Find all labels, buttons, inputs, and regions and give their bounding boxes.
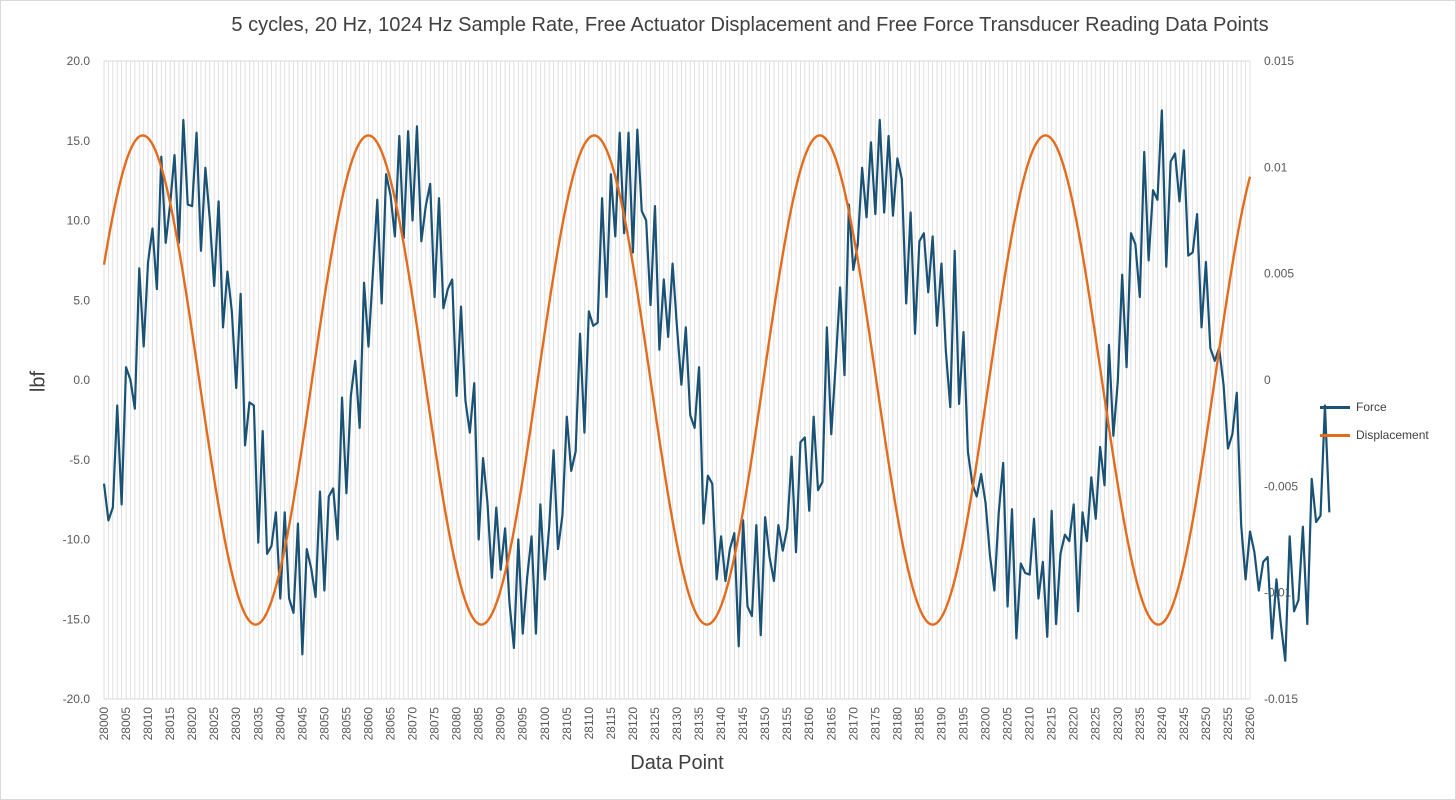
x-tick-label: 28015 [163,707,177,741]
x-tick-label: 28165 [824,707,838,741]
legend-item-displacement: Displacement [1320,426,1429,444]
x-tick-label: 28075 [428,707,442,741]
x-tick-label: 28245 [1177,707,1191,741]
x-tick-label: 28210 [1023,707,1037,741]
x-tick-label: 28090 [494,707,508,741]
x-tick-label: 28175 [868,707,882,741]
x-tick-label: 28170 [846,707,860,741]
x-axis-title: Data Point [630,752,724,774]
y-tick-label: 15.0 [67,134,91,148]
x-tick-label: 28050 [317,707,331,741]
x-tick-label: 28135 [692,707,706,741]
y2-tick-label: -0.005 [1264,479,1298,493]
x-tick-label: 28260 [1243,707,1257,741]
x-tick-label: 28185 [912,707,926,741]
y2-tick-label: 0.005 [1264,267,1294,281]
chart-title: 5 cycles, 20 Hz, 1024 Hz Sample Rate, Fr… [231,14,1269,36]
x-tick-label: 28060 [361,707,375,741]
legend-item-force: Force [1320,398,1429,416]
gridlines [103,60,1251,699]
legend-label-force: Force [1356,400,1387,414]
x-tick-label: 28190 [934,707,948,741]
y-tick-label: 20.0 [67,54,91,68]
x-tick-label: 28180 [890,707,904,741]
x-tick-label: 28000 [97,707,111,741]
legend: Force Displacement [1320,398,1429,454]
x-tick-label: 28120 [626,707,640,741]
x-tick-label: 28105 [560,707,574,741]
legend-swatch-force [1320,405,1350,409]
y-tick-label: -5.0 [69,453,90,467]
x-tick-label: 28035 [251,707,265,741]
y-tick-label: -10.0 [63,533,91,547]
x-tick-label: 28065 [384,707,398,741]
y2-tick-label: 0 [1264,373,1271,387]
x-tick-label: 28240 [1155,707,1169,741]
x-tick-label: 28225 [1089,707,1103,741]
x-tick-label: 28005 [119,707,133,741]
y-tick-label: 5.0 [73,293,90,307]
x-tick-label: 28040 [273,707,287,741]
x-tick-label: 28025 [207,707,221,741]
x-tick-label: 28085 [472,707,486,741]
legend-label-displacement: Displacement [1356,428,1429,442]
x-tick-label: 28155 [780,707,794,741]
x-tick-label: 28235 [1133,707,1147,741]
x-tick-label: 28205 [1001,707,1015,741]
x-tick-label: 28100 [538,707,552,741]
x-tick-label: 28250 [1199,707,1213,741]
y2-tick-label: -0.015 [1264,692,1298,706]
x-tick-label: 28095 [516,707,530,741]
x-tick-label: 28010 [141,707,155,741]
x-tick-label: 28080 [450,707,464,741]
x-tick-label: 28110 [582,707,596,740]
x-tick-label: 28115 [604,707,618,740]
x-tick-label: 28045 [295,707,309,741]
x-tick-label: 28055 [339,707,353,741]
y-tick-label: -20.0 [63,692,91,706]
x-tick-label: 28160 [802,707,816,741]
x-tick-label: 28020 [185,707,199,741]
force-series-line [102,109,1331,662]
x-tick-label: 28200 [979,707,993,741]
x-tick-label: 28030 [229,707,243,741]
x-tick-label: 28130 [670,707,684,741]
x-tick-label: 28145 [736,707,750,741]
x-tick-label: 28230 [1111,707,1125,741]
x-tick-label: 28140 [714,707,728,741]
series [102,109,1331,662]
x-tick-label: 28150 [758,707,772,741]
y2-tick-label: 0.015 [1264,54,1294,68]
y-tick-label: 10.0 [67,214,91,228]
x-tick-label: 28195 [957,707,971,741]
y-tick-label: 0.0 [73,373,90,387]
x-tick-label: 28070 [406,707,420,741]
y-tick-label: -15.0 [63,612,91,626]
x-tick-label: 28255 [1221,707,1235,741]
displacement-series-line [102,134,1252,626]
legend-swatch-displacement [1320,433,1350,437]
axes: 20.0 15.0 10.0 5.0 0.0 -5.0 -10.0 -15.0 -20.0 0.0… [63,54,1299,740]
x-tick-label: 28215 [1045,707,1059,741]
x-tick-label: 28220 [1067,707,1081,741]
x-tick-label: 28125 [648,707,662,741]
y2-tick-label: 0.01 [1264,160,1288,174]
